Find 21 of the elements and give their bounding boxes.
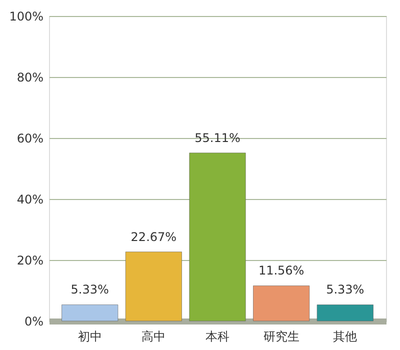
y-tick-label: 20% [16, 254, 44, 268]
data-label: 11.56% [258, 264, 304, 278]
x-tick-label: 本科 [206, 330, 230, 344]
y-tick-label: 80% [16, 70, 44, 84]
data-label: 55.11% [194, 130, 240, 145]
y-tick-label: 0% [24, 314, 44, 328]
x-tick-label: 研究生 [263, 330, 300, 344]
y-tick-label: 40% [16, 192, 44, 206]
data-label: 5.33% [326, 282, 364, 297]
y-tick-label: 100% [9, 10, 44, 24]
data-label: 22.67% [130, 230, 177, 244]
bar [125, 252, 182, 322]
bar [62, 304, 118, 322]
x-tick-label: 其他 [333, 330, 358, 344]
x-tick-label: 初中 [78, 330, 102, 344]
y-tick-label: 60% [16, 132, 44, 146]
bar [253, 286, 310, 322]
bar [316, 304, 374, 322]
data-label: 5.33% [70, 282, 109, 297]
x-tick-label: 高中 [142, 330, 166, 344]
bar [189, 152, 246, 322]
